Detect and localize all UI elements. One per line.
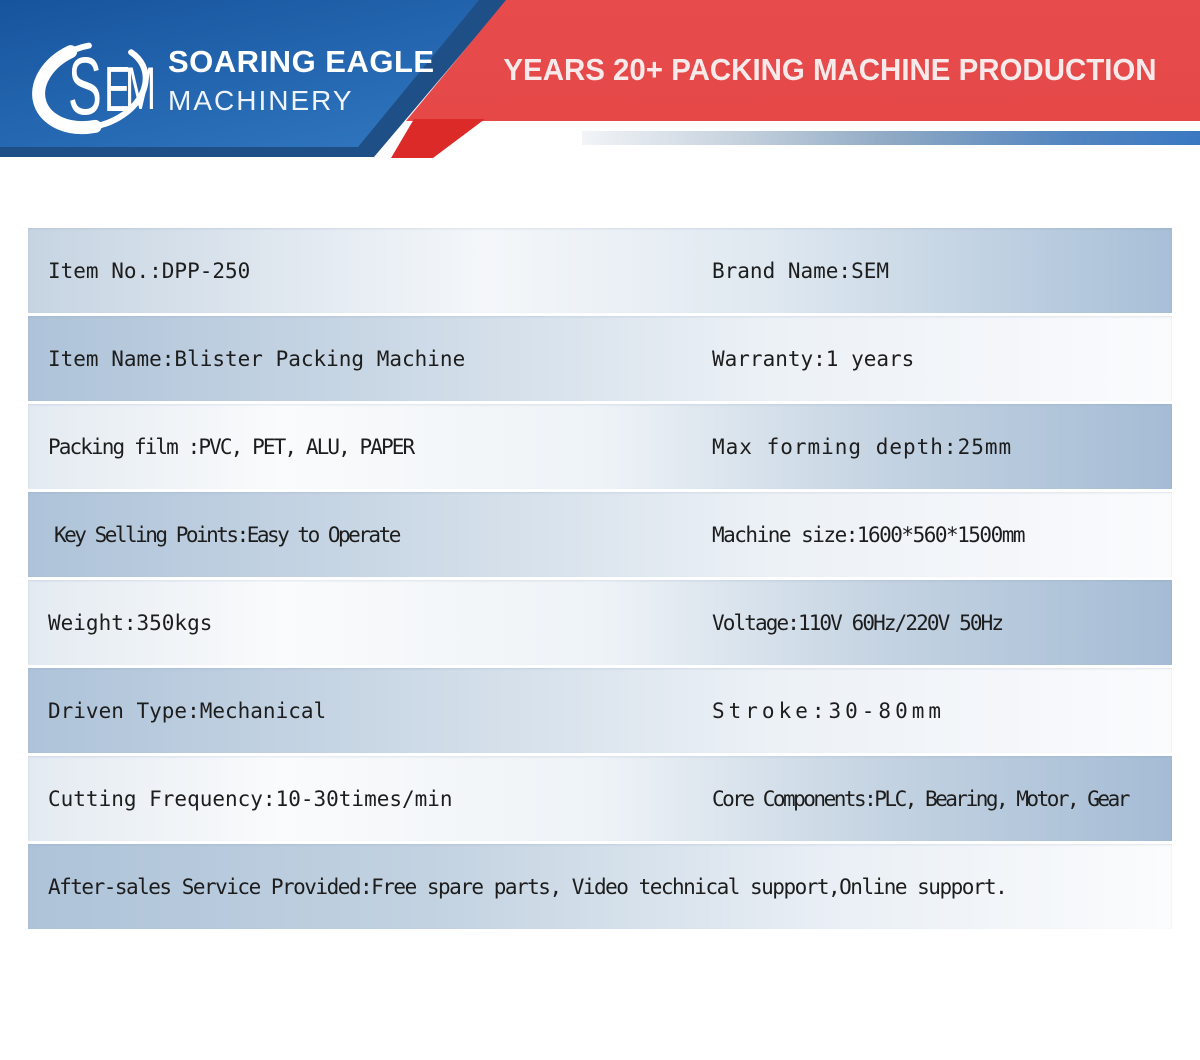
packing-film-cell: Packing film :PVC, PET, ALU, PAPER [48,434,415,459]
accent-stripe [582,131,1200,145]
spec-row-key-selling-points: Key Selling Points:Easy to Operate Machi… [28,492,1172,577]
spec-row-packing-film: Packing film :PVC, PET, ALU, PAPER Max f… [28,404,1172,489]
header-red-shape [406,0,1200,121]
spec-row-item-no: Item No.:DPP-250 Brand Name:SEM [28,228,1172,313]
spec-table: Item No.:DPP-250 Brand Name:SEM Item Nam… [28,228,1172,932]
spec-row-item-name: Item Name:Blister Packing Machine Warran… [28,316,1172,401]
sem-logo-icon: S E M [32,41,156,135]
header-banner: S E M SOARING EAGLE MACHINERY YEARS 20+ … [0,0,1200,170]
banner-headline: YEARS 20+ PACKING MACHINE PRODUCTION [503,52,1157,87]
machine-size-cell: Machine size:1600*560*1500mm [712,522,1026,547]
logo-letter-m: M [125,55,156,122]
after-sales-cell: After-sales Service Provided:Free spare … [48,874,1008,899]
voltage-cell: Voltage:110V 60Hz/220V 50Hz [712,610,1004,635]
spec-row-after-sales: After-sales Service Provided:Free spare … [28,844,1172,929]
driven-type-cell: Driven Type:Mechanical [48,698,327,723]
company-name: SOARING EAGLE [168,44,435,79]
logo-letter-e: E [104,55,130,126]
logo-letter-s: S [68,41,102,132]
warranty-cell: Warranty:1 years [712,346,915,371]
key-selling-points-cell: Key Selling Points:Easy to Operate [54,522,401,547]
company-subtitle: MACHINERY [168,85,354,116]
max-forming-depth-cell: Max forming depth:25mm [712,434,1013,459]
item-name-cell: Item Name:Blister Packing Machine [48,346,466,371]
core-components-cell: Core Components:PLC, Bearing, Motor, Gea… [712,786,1130,811]
weight-cell: Weight:350kgs [48,610,213,635]
company-name-block: SOARING EAGLE MACHINERY [168,44,435,117]
brand-name-cell: Brand Name:SEM [712,258,890,283]
stroke-cell: Stroke:30-80mm [712,698,946,723]
spec-row-weight: Weight:350kgs Voltage:110V 60Hz/220V 50H… [28,580,1172,665]
item-no-cell: Item No.:DPP-250 [48,258,251,283]
spec-row-driven-type: Driven Type:Mechanical Stroke:30-80mm [28,668,1172,753]
cutting-frequency-cell: Cutting Frequency:10-30times/min [48,786,453,811]
spec-row-cutting-frequency: Cutting Frequency:10-30times/min Core Co… [28,756,1172,841]
